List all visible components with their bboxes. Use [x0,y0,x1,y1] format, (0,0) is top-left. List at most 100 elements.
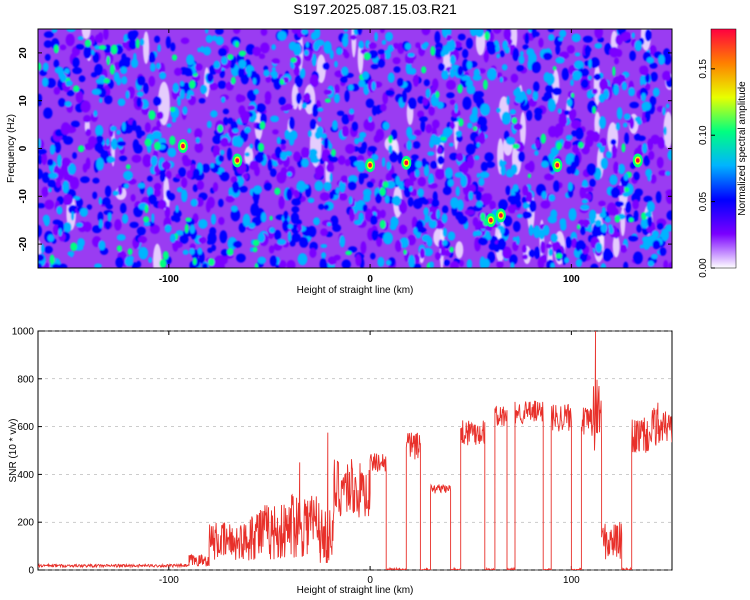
heatmap-cell [386,161,392,171]
heatmap-cell [222,117,229,126]
heatmap-cell [419,247,426,259]
heatmap-cell [625,201,632,213]
heatmap-cell [449,99,456,105]
page-title: S197.2025.087.15.03.R21 [293,1,457,17]
heatmap-cell [117,98,126,107]
heatmap-cell [444,167,453,179]
heatmap-cell [94,45,101,50]
heatmap-cell [401,90,407,104]
heatmap-cell [547,29,555,33]
heatmap-cell [565,134,573,141]
heatmap-cell [603,89,609,100]
heatmap-cell [45,78,56,88]
heatmap-cell [253,88,259,95]
heatmap-cell [596,142,602,148]
heatmap-cell [220,137,229,147]
heatmap-cell [652,87,660,97]
heatmap-cell [95,135,104,145]
heatmap-cell [501,246,512,260]
heatmap-cell [647,260,655,267]
heatmap-cell [44,53,51,61]
heatmap-cell [449,55,456,65]
heatmap-cell [94,142,104,152]
heatmap-cell [50,144,56,154]
heatmap-cell [174,67,182,76]
heatmap-cell [65,33,75,47]
heatmap-cell [468,191,474,201]
heatmap-cell [148,256,153,264]
heatmap-cell [317,117,322,122]
heatmap-cell [65,80,73,86]
heatmap-cell [532,90,539,101]
heatmap-cell [95,124,104,137]
heatmap-cell [428,182,438,189]
heatmap-cell [210,110,218,118]
heatmap-cell [442,186,452,196]
heatmap-cell [435,168,445,180]
heatmap-cell [362,204,368,212]
heatmap-cell [166,123,172,128]
colorbar-tick-label: 0.05 [698,191,709,211]
heatmap-cell [92,191,98,200]
heatmap-cell [194,128,203,139]
heatmap-cell [413,227,418,235]
heatmap-cell [665,171,671,176]
heatmap-cell [375,128,385,141]
heatmap-cell [381,157,386,168]
heatmap-cell [94,263,102,268]
heatmap-cell [588,58,592,69]
heatmap-cell [649,62,658,69]
y-tick-label: -20 [18,236,29,251]
heatmap-cell [525,109,533,121]
heatmap-cell [253,185,263,195]
heatmap-cell [198,98,206,104]
heatmap-cell [169,135,176,146]
heatmap-cell [327,256,337,266]
heatmap-cell [313,154,318,161]
x-tick-label: 100 [563,274,580,285]
heatmap-cell [486,43,497,55]
heatmap-cell [156,62,161,70]
heatmap-cell [194,142,204,153]
x-tick-label: 100 [563,575,580,586]
heatmap-cell [665,190,672,205]
heatmap-cell [113,71,120,83]
heatmap-cell [153,182,162,191]
heatmap-cell [413,198,423,210]
heatmap-hot-spot [499,213,503,218]
heatmap-cell [329,172,333,183]
heatmap-cell [575,127,584,140]
heatmap-cell [441,70,449,80]
heatmap-cell [258,142,265,152]
heatmap-cell [73,195,81,201]
heatmap-cell [307,225,317,238]
heatmap-cell [503,29,512,40]
heatmap-cell [531,61,541,74]
heatmap-cell [489,200,496,210]
heatmap-cell [633,251,643,265]
heatmap-cell [78,75,86,83]
heatmap-cell [604,216,611,223]
heatmap-cell [142,154,152,168]
heatmap-cell [143,221,151,227]
heatmap-cell [479,171,490,179]
heatmap-cell [548,248,553,257]
heatmap-cell [302,184,309,190]
heatmap-cell [522,202,530,210]
heatmap-cell [601,206,606,217]
heatmap-cell [415,42,421,49]
heatmap-cell [519,111,526,147]
heatmap-cell [546,243,552,249]
heatmap-cell [136,260,142,268]
heatmap-cell [371,154,379,161]
heatmap-cell [656,222,664,230]
heatmap-cell [217,124,224,133]
heatmap-cell [314,180,324,192]
heatmap-cell [210,213,217,225]
heatmap-cell [293,64,300,76]
heatmap-cell [283,210,289,220]
heatmap-cell [428,106,435,116]
heatmap-cell [297,224,303,232]
heatmap-cell [449,142,454,147]
heatmap-cell [628,87,635,97]
